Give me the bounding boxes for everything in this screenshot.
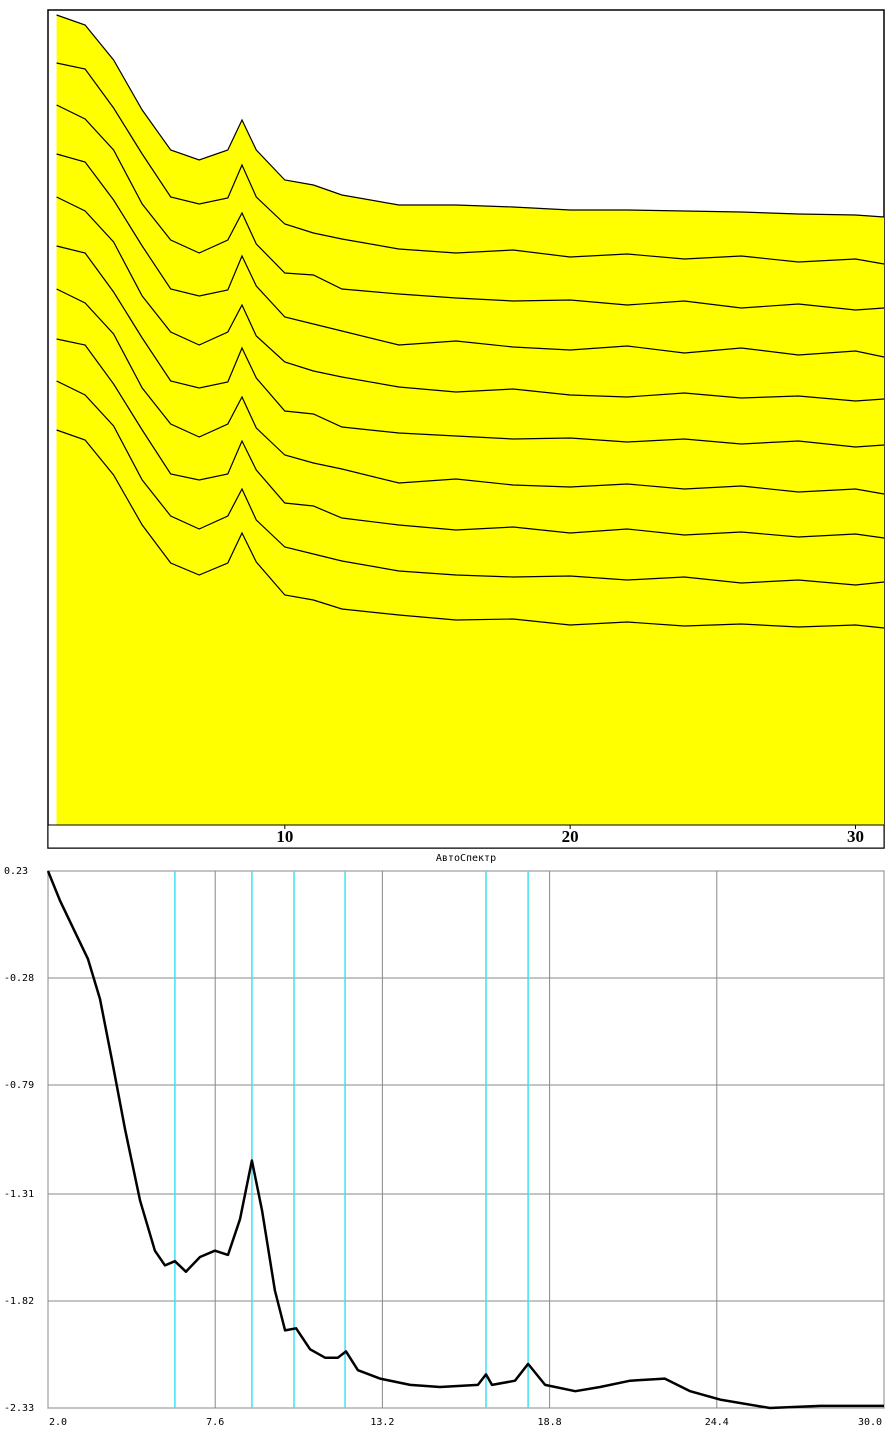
y-tick-label: -1.31 [4,1189,34,1200]
y-tick-label: -0.28 [4,973,34,984]
x-tick-label: 13.2 [370,1417,394,1428]
x-tick-label: 30 [847,827,864,846]
trace [56,245,885,448]
spectrum-line [46,870,884,1410]
trace [56,288,885,495]
y-tick-label: 0.23 [4,866,28,877]
y-tick-label: -0.79 [4,1080,34,1091]
y-tick-label: -1.82 [4,1296,34,1307]
chart-title: АвтоСпектр [436,853,496,864]
trace [56,14,885,218]
trace [56,153,885,358]
x-tick-label: 18.8 [538,1417,562,1428]
y-tick-label: -2.33 [4,1403,34,1414]
x-axis-strip [47,824,885,849]
x-tick-label: 2.0 [49,1417,67,1428]
x-tick-label: 30.0 [858,1417,882,1428]
trace [56,62,885,265]
trace [56,104,885,311]
x-tick-label: 10 [276,827,293,846]
trace [56,429,885,629]
trace-fill [56,430,884,825]
trace [56,338,885,539]
x-tick-label: 7.6 [206,1417,224,1428]
x-tick-label: 24.4 [705,1417,729,1428]
trace [56,380,885,586]
plot-frame [47,870,885,1409]
x-tick-label: 20 [562,827,579,846]
trace [56,196,885,402]
